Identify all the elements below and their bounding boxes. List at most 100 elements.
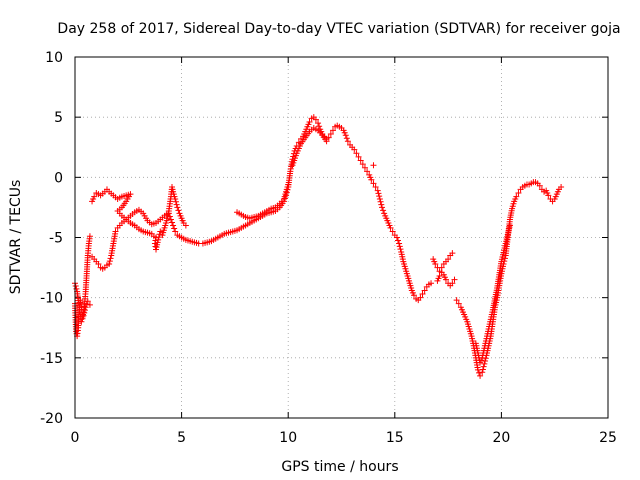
- data-point: [95, 260, 102, 267]
- data-point: [107, 255, 114, 262]
- data-point: [378, 201, 385, 208]
- x-tick-label: 0: [71, 430, 80, 446]
- data-point: [170, 222, 177, 229]
- x-axis-label: GPS time / hours: [281, 459, 398, 475]
- data-point: [357, 157, 364, 164]
- data-point: [83, 301, 90, 308]
- data-point: [421, 287, 428, 294]
- data-point: [171, 225, 178, 232]
- data-point: [389, 228, 396, 235]
- data-point: [91, 193, 98, 200]
- y-tick-label: -15: [40, 351, 63, 367]
- data-point: [479, 369, 486, 376]
- data-point: [481, 360, 488, 367]
- data-point: [449, 280, 456, 287]
- data-point: [80, 312, 87, 319]
- x-tick-label: 20: [492, 430, 510, 446]
- data-point: [436, 273, 443, 280]
- data-point: [167, 216, 174, 223]
- data-point: [370, 180, 377, 187]
- data-point: [355, 153, 362, 160]
- data-point: [396, 240, 403, 247]
- x-tick-label: 25: [599, 430, 617, 446]
- data-point: [112, 228, 119, 235]
- data-point: [172, 198, 179, 205]
- data-point: [368, 176, 375, 183]
- data-point: [428, 280, 435, 287]
- data-point: [482, 358, 489, 365]
- data-point: [106, 258, 113, 265]
- data-point: [477, 372, 484, 379]
- data-point: [173, 201, 180, 208]
- data-point: [374, 187, 381, 194]
- data-point: [86, 301, 93, 308]
- data-point: [306, 118, 313, 125]
- data-point: [172, 195, 179, 202]
- data-point: [453, 297, 460, 304]
- x-tick-label: 10: [279, 430, 297, 446]
- data-point: [72, 283, 79, 290]
- data-point: [515, 189, 522, 196]
- data-point: [476, 369, 483, 376]
- data-point: [323, 138, 330, 145]
- data-point: [73, 285, 80, 292]
- data-point: [81, 309, 88, 316]
- data-point: [419, 291, 426, 298]
- data-point: [172, 228, 179, 235]
- data-point: [343, 135, 350, 142]
- data-point: [506, 222, 513, 229]
- data-point: [327, 131, 334, 138]
- data-point: [329, 127, 336, 134]
- data-point: [558, 183, 565, 190]
- y-tick-label: 10: [45, 50, 63, 66]
- y-tick-label: -10: [40, 291, 63, 307]
- data-point: [480, 363, 487, 370]
- y-tick-label: -20: [40, 411, 63, 427]
- data-point: [410, 292, 417, 299]
- x-tick-label: 5: [177, 430, 186, 446]
- y-tick-label: 5: [54, 110, 63, 126]
- data-point: [380, 207, 387, 214]
- data-point: [417, 294, 424, 301]
- data-point: [344, 138, 351, 145]
- data-point: [174, 204, 181, 211]
- data-point: [479, 366, 486, 373]
- data-point: [182, 222, 189, 229]
- data-point: [372, 183, 379, 190]
- y-tick-label: -5: [49, 231, 63, 247]
- data-point: [361, 164, 368, 171]
- chart-title: Day 258 of 2017, Sidereal Day-to-day VTE…: [57, 21, 620, 37]
- data-point: [175, 207, 182, 214]
- data-point: [379, 204, 386, 211]
- data-point: [78, 318, 85, 325]
- data-point: [155, 234, 162, 241]
- data-point: [316, 123, 323, 130]
- data-point: [449, 250, 456, 257]
- data-point: [375, 190, 382, 197]
- data-point: [342, 132, 349, 139]
- data-point: [376, 193, 383, 200]
- data-point: [394, 237, 401, 244]
- y-tick-label: 0: [54, 170, 63, 186]
- data-point: [157, 228, 164, 235]
- data-point: [432, 260, 439, 267]
- data-point: [86, 233, 93, 240]
- data-point: [387, 224, 394, 231]
- data-point: [513, 193, 520, 200]
- data-point: [393, 234, 400, 241]
- data-point: [359, 161, 366, 168]
- data-point: [106, 260, 113, 267]
- data-point: [84, 298, 91, 305]
- data-point: [376, 195, 383, 202]
- data-point: [312, 116, 319, 123]
- data-point: [370, 162, 377, 169]
- data-point: [155, 236, 162, 243]
- data-point: [455, 300, 462, 307]
- data-point: [397, 246, 404, 253]
- data-point: [79, 315, 86, 322]
- data-point: [545, 192, 552, 199]
- data-point: [377, 198, 384, 205]
- data-point: [315, 120, 322, 127]
- data-point: [353, 150, 360, 157]
